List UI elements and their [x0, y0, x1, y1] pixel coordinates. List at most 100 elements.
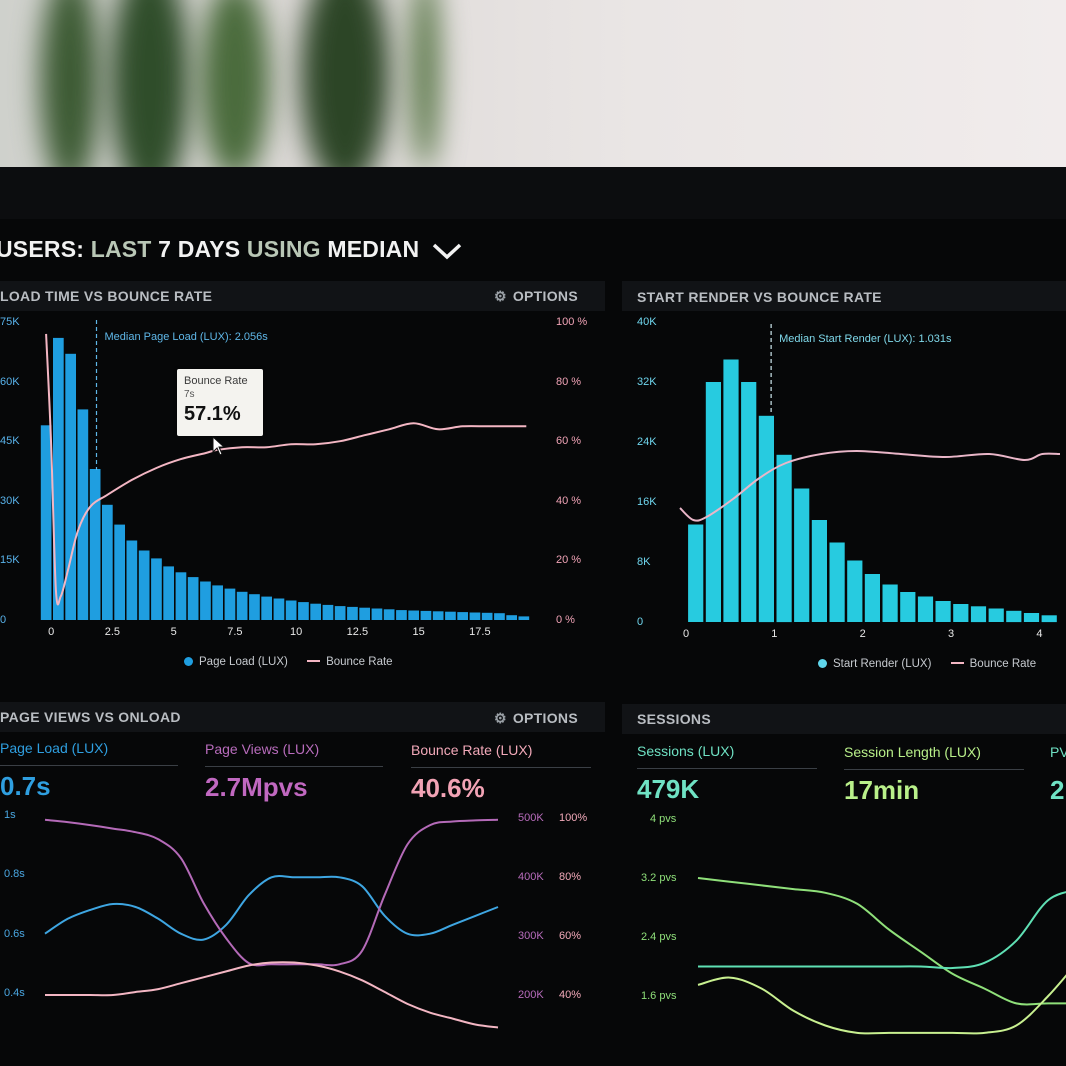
- x-tick: 0: [48, 626, 55, 638]
- y-tick-left: 40K: [637, 316, 657, 328]
- gear-icon: ⚙: [494, 288, 507, 304]
- median-annotation: Median Page Load (LUX): 2.056s: [104, 331, 268, 343]
- bar-page-load: [322, 604, 334, 620]
- x-tick: 17.5: [469, 626, 491, 638]
- y-tick-left: 1.6 pvs: [641, 990, 677, 1002]
- legend-bounce: Bounce Rate: [326, 656, 393, 668]
- bar-start-render: [953, 604, 969, 622]
- y-tick-left: 1s: [4, 809, 16, 821]
- legend-load: Page Load (LUX) Bounce Rate: [184, 656, 393, 668]
- bar-page-load: [102, 504, 113, 620]
- bar-page-load: [200, 581, 211, 620]
- legend-dash: [950, 662, 964, 664]
- line-sessions: [697, 877, 1066, 1006]
- bar-start-render: [705, 382, 721, 622]
- x-tick: 5: [170, 626, 177, 638]
- bar-page-load: [506, 615, 517, 620]
- background-wall: [0, 0, 1066, 175]
- bounce-rate-tooltip: Bounce Rate 7s 57.1%: [177, 369, 263, 436]
- metric-label-pv: PV: [1050, 744, 1066, 760]
- plant-leaf: [110, 0, 190, 175]
- x-tick: 4: [1036, 628, 1043, 640]
- options-button-load[interactable]: ⚙ OPTIONS: [494, 288, 578, 305]
- x-tick: 0: [682, 628, 690, 640]
- bar-page-load: [298, 602, 309, 620]
- bar-start-render: [900, 592, 916, 622]
- bar-page-load: [273, 598, 285, 620]
- median-annotation: Median Start Render (LUX): 1.031s: [779, 333, 952, 345]
- y-tick-left: 45K: [0, 435, 20, 448]
- metric-value-session-length: 17min: [844, 775, 920, 805]
- y-tick-right: 60 %: [556, 435, 582, 448]
- line-pv: [697, 974, 1066, 1035]
- bar-start-render: [758, 415, 774, 623]
- bar-page-load: [285, 600, 297, 620]
- heading-days[interactable]: 7 DAYS: [158, 236, 241, 262]
- x-tick: 12.5: [346, 626, 369, 638]
- bar-page-load: [420, 610, 432, 620]
- bar-start-render: [1023, 613, 1040, 622]
- metric-label-page-load: Page Load (LUX): [0, 740, 109, 756]
- metric-label-bounce-rate: Bounce Rate (LUX): [411, 742, 533, 758]
- tooltip-label: Bounce Rate: [184, 375, 248, 387]
- heading-using: USING: [246, 236, 321, 262]
- bar-page-load: [89, 469, 101, 620]
- y-tick-left: 60K: [0, 375, 20, 388]
- line-bounce-rate: [44, 961, 499, 1029]
- bar-page-load: [40, 425, 52, 620]
- cursor-icon: [212, 436, 226, 456]
- y-tick-right: 0 %: [556, 614, 575, 626]
- x-tick: 15: [412, 626, 425, 638]
- legend-dot: [184, 657, 193, 666]
- line-page-views: [44, 818, 499, 967]
- metric-divider: [844, 769, 1024, 770]
- plant-leaf: [410, 0, 440, 170]
- bar-start-render: [741, 382, 757, 622]
- plant-leaf: [40, 0, 100, 175]
- bar-page-load: [457, 612, 468, 620]
- bar-page-load: [114, 524, 125, 620]
- y-tick-right-views: 300K: [518, 930, 544, 942]
- line-bounce-rate: [679, 449, 1061, 522]
- bar-page-load: [481, 612, 493, 620]
- panel-bar-load: [0, 281, 605, 311]
- bar-start-render: [988, 608, 1004, 622]
- y-tick-left: 16K: [637, 496, 657, 508]
- bar-page-load: [383, 609, 395, 620]
- bar-start-render: [935, 601, 951, 622]
- bar-page-load: [249, 594, 260, 620]
- bar-page-load: [396, 610, 407, 620]
- y-tick-right-rate: 100%: [559, 812, 588, 824]
- line-page-load: [44, 874, 499, 941]
- plant-leaf: [200, 0, 270, 175]
- x-tick: 7.5: [227, 626, 243, 638]
- legend-page-load: Page Load (LUX): [199, 656, 288, 668]
- chevron-down-icon[interactable]: [432, 242, 462, 260]
- panel-bar-views: [0, 702, 605, 732]
- options-button-views[interactable]: ⚙ OPTIONS: [494, 710, 578, 727]
- metric-divider: [411, 767, 591, 768]
- plant-leaf: [300, 0, 390, 175]
- y-tick-left: 8K: [637, 556, 651, 568]
- heading-last: LAST: [90, 236, 152, 262]
- metric-value-pv: 2: [1050, 775, 1065, 805]
- y-tick-left: 30K: [0, 494, 20, 507]
- bar-page-load: [151, 558, 162, 620]
- bar-start-render: [829, 542, 845, 622]
- metric-divider: [0, 765, 178, 766]
- bar-start-render: [970, 606, 987, 623]
- bar-page-load: [408, 610, 419, 620]
- legend-dash: [307, 660, 321, 662]
- heading-median[interactable]: MEDIAN: [327, 236, 420, 262]
- bar-page-load: [432, 611, 444, 620]
- bar-page-load: [224, 588, 236, 620]
- bar-start-render: [864, 574, 880, 622]
- y-tick-left: 0.6s: [4, 927, 25, 940]
- y-tick-left: 75K: [0, 316, 20, 328]
- options-label: OPTIONS: [512, 710, 578, 726]
- bar-page-load: [445, 611, 456, 620]
- bar-start-render: [723, 359, 739, 622]
- legend-dot: [818, 659, 827, 668]
- y-tick-left: 3.2 pvs: [641, 872, 677, 884]
